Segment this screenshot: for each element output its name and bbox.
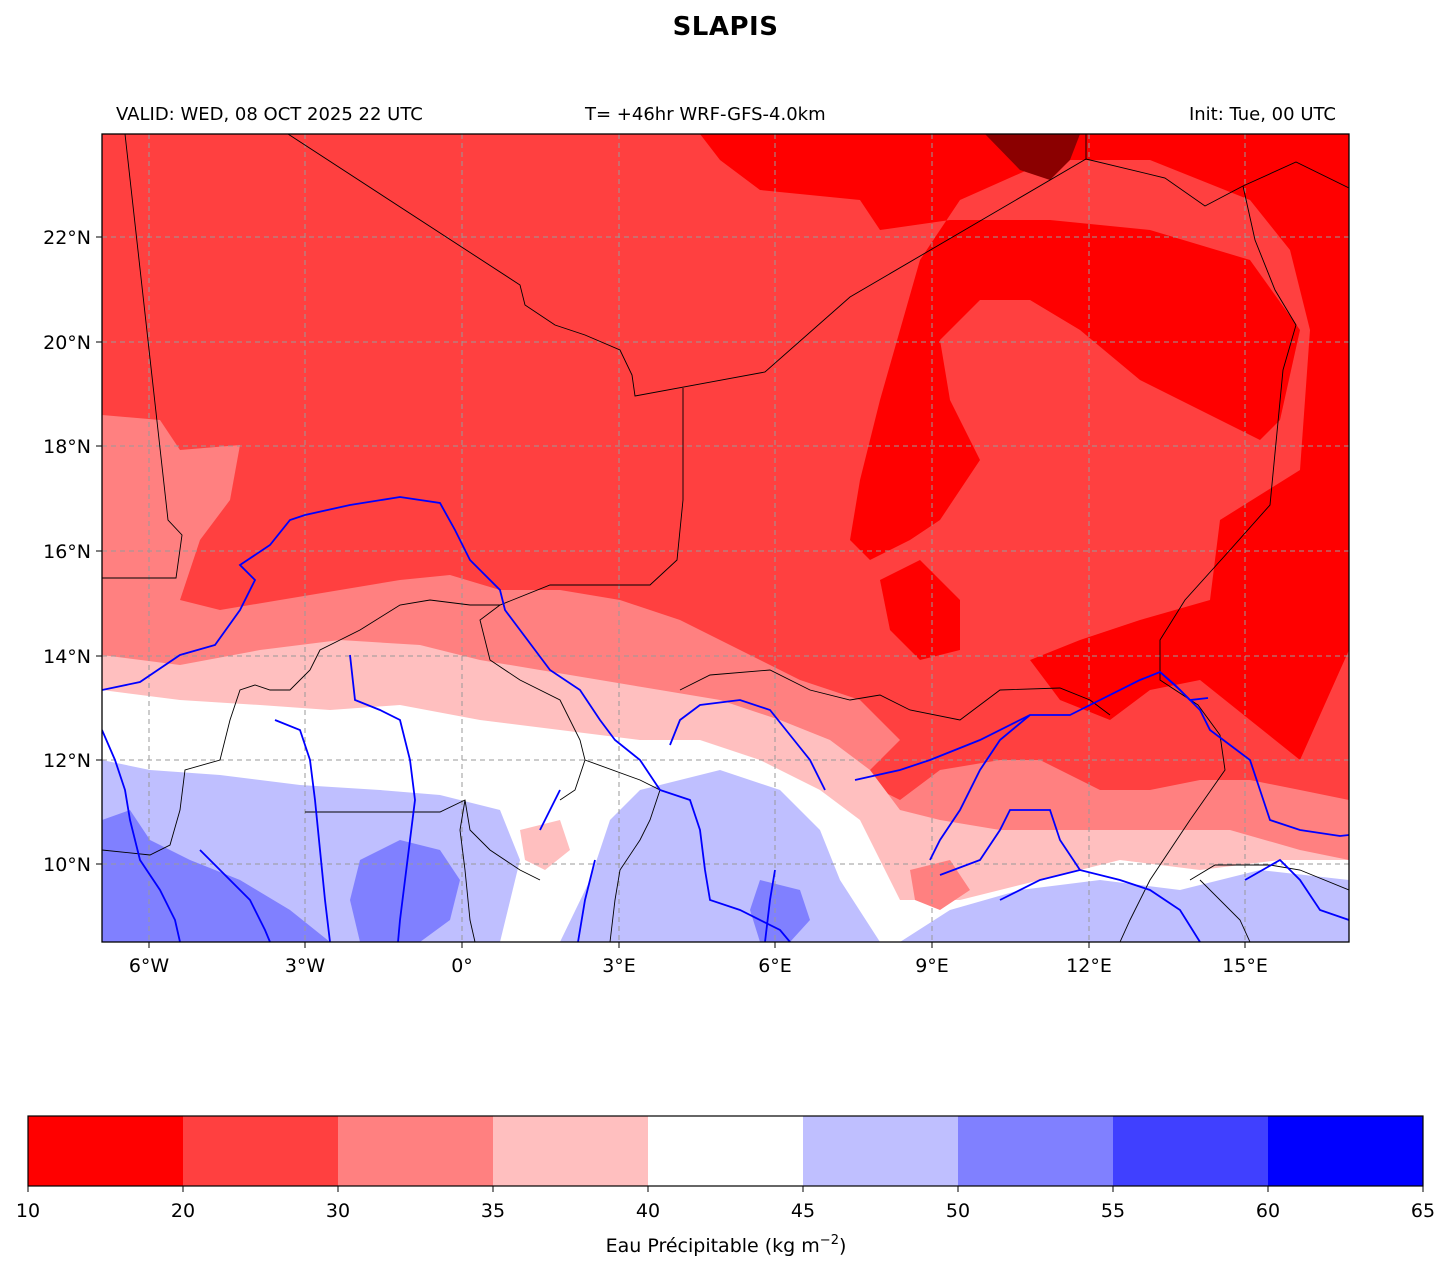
- field-band-10-20: [880, 560, 960, 660]
- latitude-labels: 22°N 20°N 18°N 16°N 14°N 12°N 10°N: [43, 227, 91, 876]
- precipitable-water-field: [102, 134, 1349, 942]
- chart-title: SLAPIS: [672, 12, 779, 42]
- lon-tick-label: 3°E: [602, 955, 636, 977]
- colorbar-swatch: [648, 1116, 803, 1186]
- colorbar-tick-label: 60: [1256, 1200, 1280, 1222]
- lon-tick-label: 0°: [451, 955, 473, 977]
- lat-tick-label: 14°N: [43, 646, 91, 668]
- colorbar-swatch: [958, 1116, 1113, 1186]
- colorbar-swatch: [28, 1116, 183, 1186]
- colorbar-tick-label: 45: [791, 1200, 815, 1222]
- colorbar-tick-label: 20: [171, 1200, 195, 1222]
- lon-tick-label: 6°W: [129, 955, 170, 977]
- lat-tick-label: 12°N: [43, 750, 91, 772]
- field-band-50-55: [750, 880, 810, 942]
- colorbar-tick-label: 40: [636, 1200, 660, 1222]
- lon-tick-label: 9°E: [915, 955, 949, 977]
- lon-tick-label: 15°E: [1222, 955, 1268, 977]
- init-time-label: Init: Tue, 00 UTC: [1188, 104, 1336, 125]
- map-gridlines: [102, 134, 1349, 942]
- colorbar-tick-label: 10: [16, 1200, 40, 1222]
- lon-tick-label: 3°W: [285, 955, 326, 977]
- lon-tick-label: 6°E: [758, 955, 792, 977]
- colorbar-tick-label: 35: [481, 1200, 505, 1222]
- lon-tick-label: 12°E: [1066, 955, 1112, 977]
- colorbar-swatch: [183, 1116, 338, 1186]
- map-frame: [101, 133, 1350, 943]
- field-band-30-35: [910, 860, 970, 910]
- longitude-labels: 6°W 3°W 0° 3°E 6°E 9°E 12°E 15°E: [129, 955, 1268, 977]
- colorbar-tick-label: 30: [326, 1200, 350, 1222]
- lat-tick-label: 20°N: [43, 332, 91, 354]
- field-band-lt10: [985, 134, 1080, 180]
- forecast-lead-label: T= +46hr WRF-GFS-4.0km: [585, 104, 826, 125]
- colorbar-swatch: [1268, 1116, 1423, 1186]
- rivers: [102, 496, 1349, 942]
- lat-tick-label: 18°N: [43, 436, 91, 458]
- colorbar-tick-label: 65: [1411, 1200, 1435, 1222]
- valid-time-label: VALID: WED, 08 OCT 2025 22 UTC: [116, 104, 423, 125]
- lat-tick-label: 10°N: [43, 854, 91, 876]
- colorbar-swatch: [1113, 1116, 1268, 1186]
- colorbar-swatch: [338, 1116, 493, 1186]
- field-band-10-20: [700, 134, 1349, 760]
- field-band-50-55: [350, 840, 460, 942]
- colorbar-tick-label: 55: [1101, 1200, 1125, 1222]
- country-borders: [102, 134, 1349, 942]
- lat-tick-label: 22°N: [43, 227, 91, 249]
- field-band-50-55: [102, 810, 330, 942]
- colorbar-title: Eau Précipitable (kg m−2): [606, 1233, 847, 1257]
- colorbar-swatch: [493, 1116, 648, 1186]
- colorbar-tick-label: 50: [946, 1200, 970, 1222]
- colorbar-frame: [27, 1115, 1424, 1187]
- field-band-45-50: [900, 870, 1349, 942]
- map-tick-marks: [96, 236, 1246, 948]
- colorbar-swatch: [803, 1116, 958, 1186]
- lat-tick-label: 16°N: [43, 541, 91, 563]
- field-band-35-40: [520, 820, 570, 870]
- colorbar: 10 20 30 35 40 45 50 55 60 65 Eau Précip…: [16, 1115, 1435, 1257]
